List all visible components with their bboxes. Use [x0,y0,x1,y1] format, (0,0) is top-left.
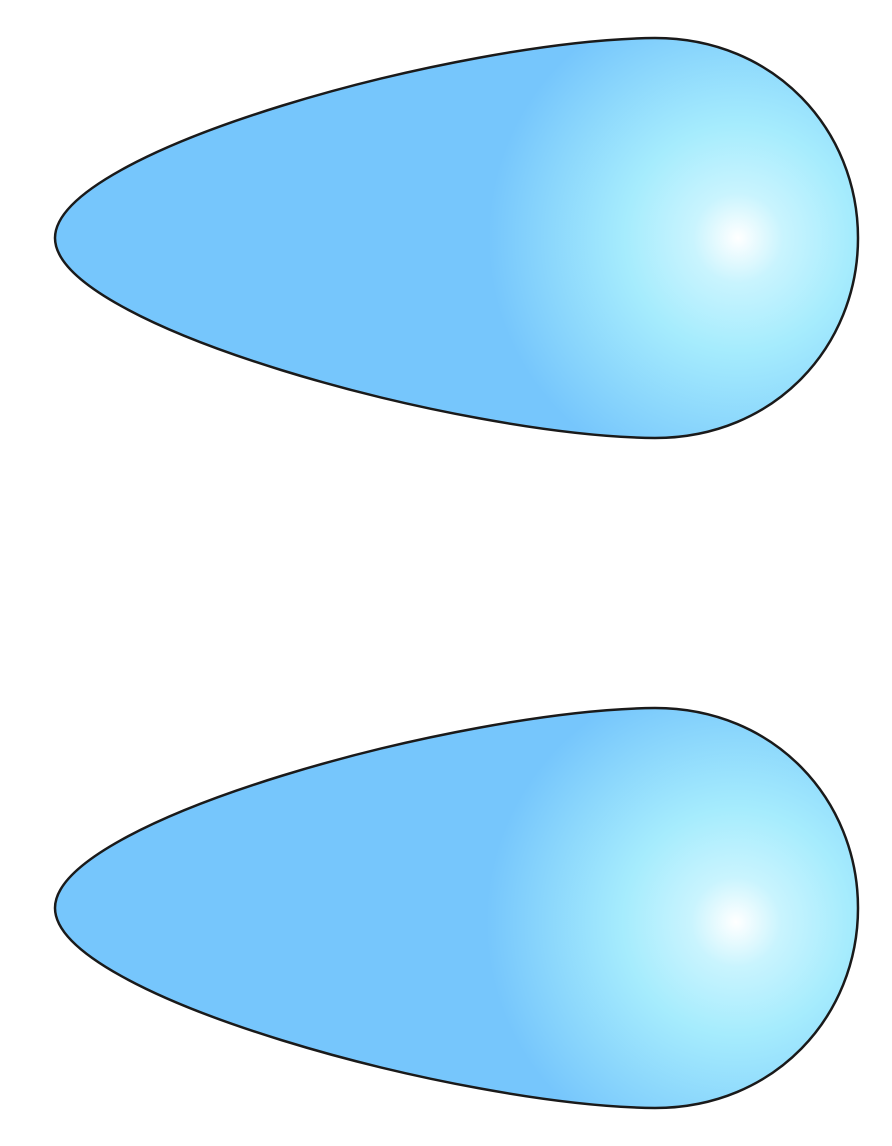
teardrop-shape-bottom [53,706,860,1110]
teardrop-shape-top [53,36,860,440]
